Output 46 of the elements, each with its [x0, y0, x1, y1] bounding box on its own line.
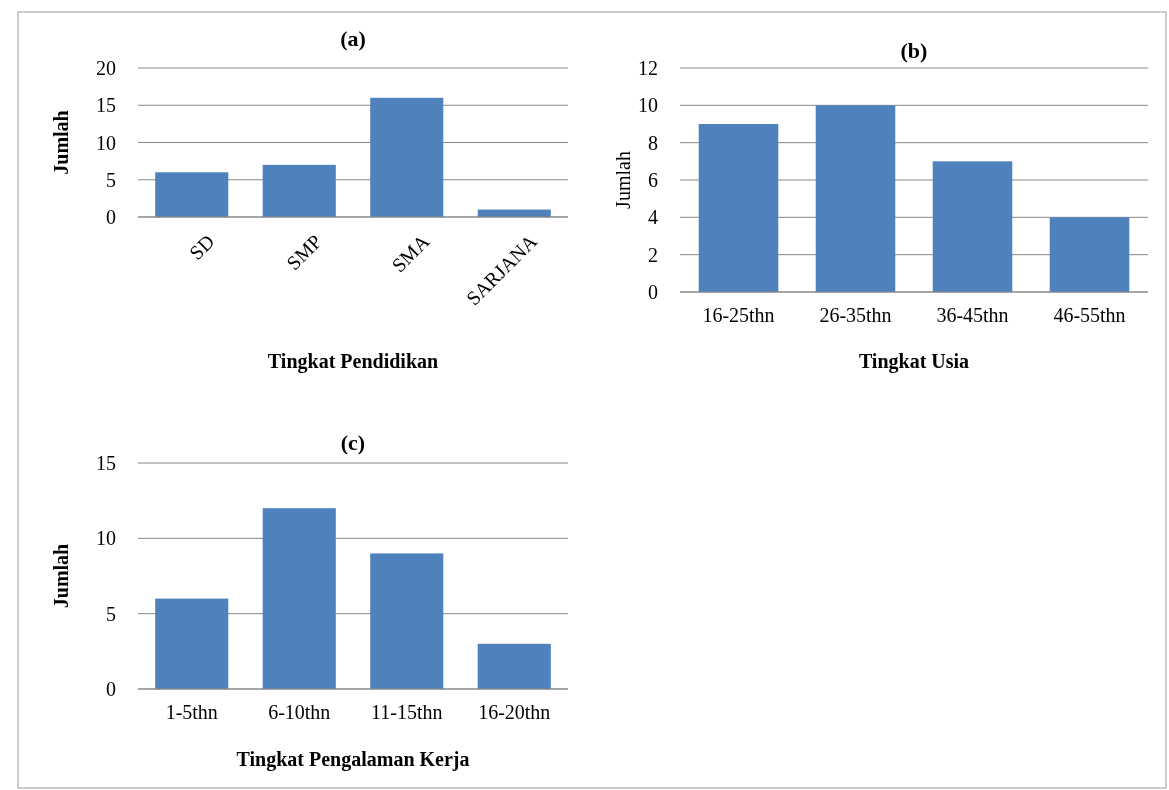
x-tick-label: 36-45thn: [936, 304, 1009, 326]
y-tick-label: 12: [638, 57, 658, 79]
x-tick-label: 26-35thn: [819, 304, 892, 326]
y-tick-label: 0: [106, 678, 116, 700]
chart-title: (a): [340, 26, 366, 51]
x-axis-title: Tingkat Pendidikan: [267, 350, 439, 373]
y-axis-title: Jumlah: [612, 151, 634, 209]
x-tick-label: 1-5thn: [165, 701, 218, 723]
y-tick-label: 5: [106, 602, 116, 625]
y-tick-label: 15: [96, 94, 116, 117]
bar: [1049, 217, 1130, 292]
x-axis-title: Tingkat Usia: [858, 350, 970, 373]
y-tick-label: 8: [648, 131, 658, 154]
x-tick-label: 46-55thn: [1053, 304, 1126, 326]
y-tick-label: 0: [648, 281, 658, 303]
bar: [815, 105, 896, 292]
y-tick-label: 2: [648, 243, 658, 266]
bar: [262, 508, 336, 689]
x-tick-label: SMA: [387, 229, 434, 277]
x-tick-label: 6-10thn: [268, 701, 331, 723]
bar: [698, 124, 779, 292]
bar: [477, 643, 551, 689]
x-tick-label: 16-20thn: [478, 701, 551, 723]
chart-title: (c): [340, 430, 366, 455]
chart-title: (b): [900, 38, 928, 63]
y-tick-label: 20: [96, 57, 116, 79]
x-tick-label: SD: [184, 230, 219, 264]
bar: [262, 164, 336, 217]
y-tick-label: 6: [648, 169, 658, 191]
x-tick-label: 16-25thn: [702, 304, 775, 326]
x-axis-title: Tingkat Pengalaman Kerja: [236, 748, 470, 771]
y-tick-label: 4: [648, 206, 658, 229]
y-axis-title: Jumlah: [50, 110, 72, 175]
bar: [932, 161, 1013, 292]
y-axis-title: Jumlah: [50, 543, 72, 609]
x-tick-label: 11-15thn: [371, 701, 443, 723]
y-tick-label: 0: [106, 206, 116, 228]
bar: [370, 553, 444, 689]
y-tick-label: 10: [96, 527, 116, 550]
y-tick-label: 10: [96, 131, 116, 154]
bar: [370, 97, 444, 217]
bar: [155, 598, 229, 689]
y-tick-label: 15: [96, 452, 116, 474]
y-tick-label: 10: [638, 94, 658, 117]
y-tick-label: 5: [106, 168, 116, 191]
bar: [155, 172, 229, 217]
